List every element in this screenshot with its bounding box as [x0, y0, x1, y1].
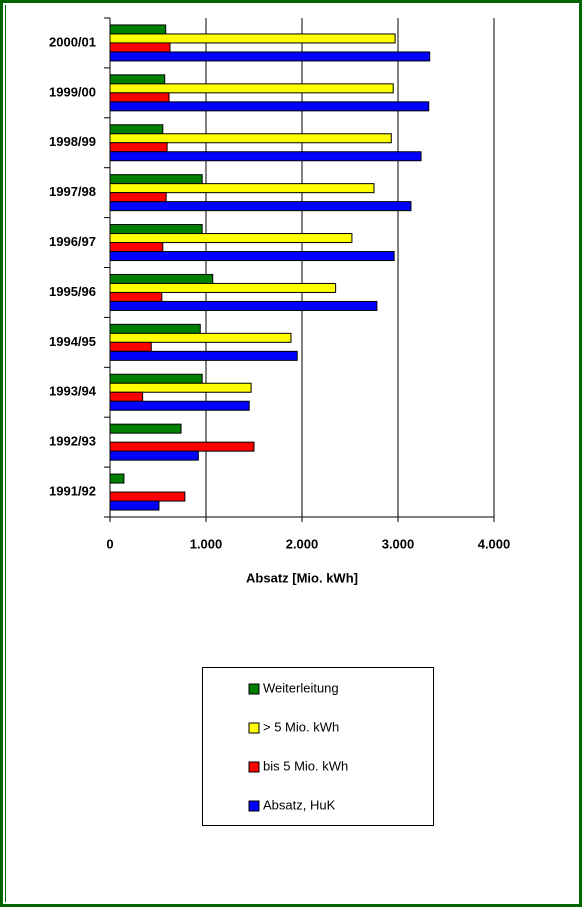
bar — [109, 142, 168, 153]
bar — [109, 33, 396, 44]
bar — [109, 101, 430, 112]
bar — [109, 350, 298, 361]
x-axis-title: Absatz [Mio. kWh] — [246, 570, 358, 585]
bar — [109, 441, 255, 452]
y-tick-label: 1994/95 — [49, 334, 96, 349]
x-tick-label: 3.000 — [382, 536, 415, 551]
legend-swatch — [248, 800, 260, 812]
y-tick-label: 1993/94 — [49, 384, 97, 399]
bar — [109, 51, 431, 62]
bar — [109, 332, 292, 343]
legend — [202, 667, 434, 826]
y-tick-label: 1991/92 — [49, 483, 96, 498]
legend-label: > 5 Mio. kWh — [263, 719, 339, 734]
y-tick-label: 2000/01 — [49, 34, 96, 49]
bar — [109, 300, 378, 311]
bar — [109, 323, 201, 334]
legend-swatch — [248, 722, 260, 734]
bar — [109, 183, 375, 194]
bar — [109, 273, 214, 284]
y-tick-label: 1999/00 — [49, 84, 96, 99]
bar — [109, 382, 252, 393]
bar — [109, 423, 182, 434]
bar — [109, 233, 353, 244]
legend-label: bis 5 Mio. kWh — [263, 758, 348, 773]
bar — [109, 500, 160, 511]
bar — [109, 151, 422, 162]
bar — [109, 242, 164, 253]
bar — [109, 450, 199, 461]
x-tick-label: 4.000 — [478, 536, 511, 551]
x-tick-label: 1.000 — [190, 536, 223, 551]
bar — [109, 42, 171, 53]
bar — [109, 373, 203, 384]
y-tick-label: 1995/96 — [49, 284, 96, 299]
legend-label: Absatz, HuK — [263, 797, 336, 812]
legend-label: Weiterleitung — [263, 680, 339, 695]
bar — [109, 224, 203, 235]
y-tick-label: 1998/99 — [49, 134, 96, 149]
bar — [109, 282, 337, 293]
y-tick-label: 1996/97 — [49, 234, 96, 249]
bar — [109, 201, 412, 212]
bar — [109, 391, 144, 402]
bar — [109, 74, 166, 85]
bar — [109, 24, 167, 35]
bar — [109, 133, 392, 144]
y-tick-label: 1992/93 — [49, 434, 96, 449]
bar — [109, 291, 163, 302]
y-tick-label: 1997/98 — [49, 184, 96, 199]
bar — [109, 473, 125, 484]
legend-swatch — [248, 683, 260, 695]
bar — [109, 341, 152, 352]
frame-inner — [5, 5, 6, 902]
legend-swatch — [248, 761, 260, 773]
x-tick-label: 0 — [106, 536, 113, 551]
bar — [109, 192, 167, 203]
bar — [109, 174, 203, 185]
bar — [109, 83, 394, 94]
bar — [109, 491, 186, 502]
bar — [109, 400, 250, 411]
bar — [109, 251, 395, 262]
bar — [109, 92, 170, 103]
x-tick-label: 2.000 — [286, 536, 319, 551]
bar — [109, 124, 164, 135]
